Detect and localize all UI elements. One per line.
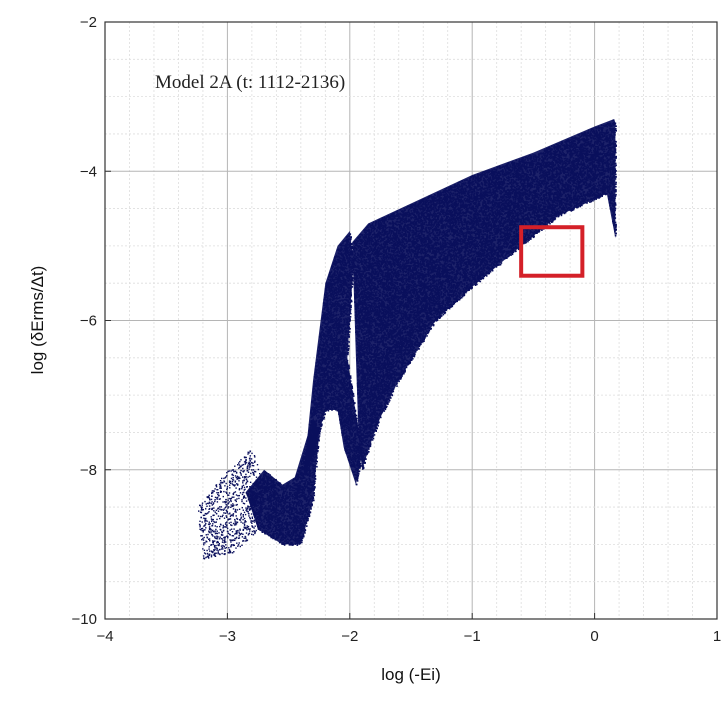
scatter-point bbox=[615, 223, 617, 226]
scatter-point bbox=[530, 238, 532, 240]
scatter-point bbox=[448, 307, 451, 310]
scatter-point bbox=[564, 211, 567, 214]
scatter-point bbox=[423, 338, 425, 341]
scatter-point bbox=[389, 396, 392, 399]
scatter-point bbox=[517, 248, 520, 251]
scatter-point bbox=[412, 358, 414, 360]
scatter-point bbox=[593, 198, 596, 201]
scatter-point bbox=[371, 439, 374, 441]
scatter-point bbox=[560, 214, 563, 217]
scatter-point bbox=[570, 210, 573, 212]
scatter-point bbox=[500, 262, 503, 264]
scatter-point bbox=[614, 178, 617, 180]
scatter-point bbox=[615, 156, 617, 158]
scatter-point bbox=[615, 226, 617, 229]
scatter-point bbox=[428, 329, 431, 332]
scatter-point bbox=[380, 416, 382, 419]
scatter-point bbox=[546, 224, 549, 226]
scatter-point bbox=[479, 280, 482, 283]
scatter-point bbox=[427, 332, 429, 335]
scatter-point bbox=[614, 148, 617, 150]
scatter-point bbox=[373, 434, 376, 436]
scatter-point bbox=[413, 355, 416, 358]
scatter-point bbox=[615, 173, 617, 176]
scatter-point bbox=[362, 468, 364, 470]
scatter-point bbox=[372, 437, 375, 440]
grid bbox=[104, 21, 718, 620]
scatter-point bbox=[423, 340, 425, 342]
scatter-point bbox=[615, 157, 617, 160]
scatter-point bbox=[456, 300, 458, 303]
scatter-point bbox=[460, 296, 463, 299]
scatter-point bbox=[404, 371, 406, 373]
